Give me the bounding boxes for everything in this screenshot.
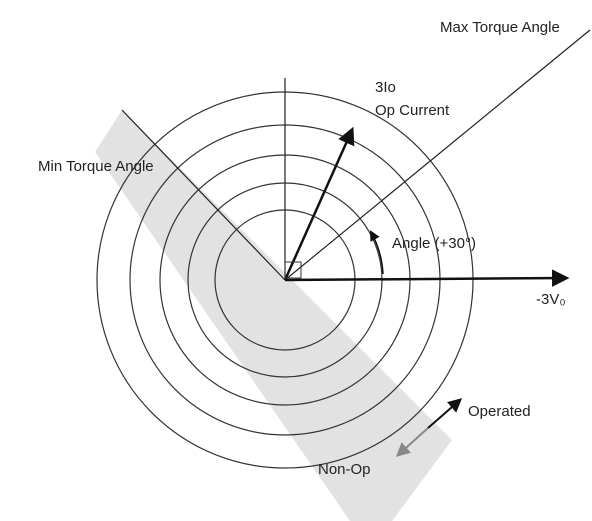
label: Op Current — [375, 102, 450, 119]
label: Angle (+30°) — [392, 235, 476, 252]
voltage-arrow — [284, 269, 570, 287]
label: Min Torque Angle — [38, 158, 154, 175]
current-arrow — [283, 126, 355, 281]
angle-arc — [369, 230, 384, 275]
max-torque-line — [284, 29, 591, 281]
label: Operated — [468, 403, 531, 420]
min-torque-line — [121, 109, 286, 281]
label: Max Torque Angle — [440, 19, 560, 36]
label: Non-Op — [318, 461, 371, 478]
non-op-band — [95, 110, 452, 521]
right-angle — [284, 261, 302, 279]
operated-arrow — [427, 398, 463, 429]
non-op-arrow — [395, 427, 429, 457]
label: 3Io — [375, 79, 396, 96]
label: -3V₀ — [536, 291, 566, 308]
